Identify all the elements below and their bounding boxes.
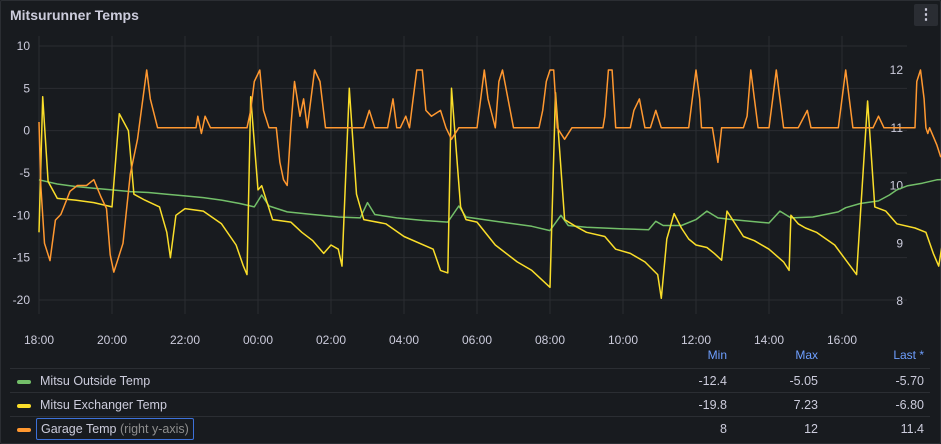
y-left-tick-label: -5 <box>19 166 30 180</box>
vertical-dots-icon: ⋮ <box>918 6 934 23</box>
legend-series-name[interactable]: Garage Temp (right y-axis) <box>36 418 194 440</box>
x-tick-label: 22:00 <box>170 333 200 344</box>
axis-note: (right y-axis) <box>120 422 189 436</box>
legend-header-max[interactable]: Max <box>795 348 818 362</box>
legend-max-value: 12 <box>804 422 818 436</box>
y-right-tick-label: 8 <box>896 294 903 308</box>
legend-max-value: 7.23 <box>793 398 818 412</box>
x-tick-label: 14:00 <box>754 333 784 344</box>
legend-header-last[interactable]: Last * <box>893 348 924 362</box>
x-tick-label: 16:00 <box>827 333 857 344</box>
series-color-swatch[interactable] <box>17 404 31 408</box>
y-left-tick-label: -15 <box>13 251 31 265</box>
y-left-tick-label: -20 <box>13 293 31 307</box>
series-color-swatch[interactable] <box>17 380 31 384</box>
y-left-tick-label: -10 <box>13 208 31 222</box>
panel-title: Mitsurunner Temps <box>10 7 139 23</box>
x-tick-label: 10:00 <box>608 333 638 344</box>
legend-min-value: -19.8 <box>698 398 728 412</box>
legend-last-value: -6.80 <box>895 398 925 412</box>
legend-row[interactable]: Mitsu Exchanger Temp -19.8 7.23 -6.80 <box>10 392 930 417</box>
series-color-swatch[interactable] <box>17 428 31 432</box>
series-line-1 <box>38 87 941 300</box>
legend-header-min[interactable]: Min <box>707 348 727 362</box>
x-tick-label: 02:00 <box>316 333 346 344</box>
y-left-tick-label: 0 <box>23 124 30 138</box>
legend-last-value: 11.4 <box>900 422 924 436</box>
legend-max-value: -5.05 <box>789 374 819 388</box>
legend-series-name[interactable]: Mitsu Outside Temp <box>40 374 151 388</box>
legend-series-name[interactable]: Mitsu Exchanger Temp <box>40 398 167 412</box>
x-tick-label: 04:00 <box>389 333 419 344</box>
y-right-tick-label: 12 <box>890 63 904 77</box>
x-tick-label: 18:00 <box>24 333 54 344</box>
x-tick-label: 00:00 <box>243 333 273 344</box>
x-tick-label: 12:00 <box>681 333 711 344</box>
series-line-2 <box>38 69 941 273</box>
chart-grid <box>38 36 907 314</box>
y-left-tick-label: 10 <box>17 39 31 53</box>
legend-min-value: 8 <box>720 422 727 436</box>
x-tick-label: 20:00 <box>97 333 127 344</box>
series-line-0 <box>38 178 941 232</box>
series-lines <box>38 69 941 300</box>
legend-min-value: -12.4 <box>698 374 728 388</box>
legend-row[interactable]: Garage Temp (right y-axis) 8 12 11.4 <box>10 416 930 441</box>
panel-menu-button[interactable]: ⋮ <box>914 4 938 26</box>
x-axis: 18:00 20:00 22:00 00:00 02:00 04:00 06:00 08:00… <box>24 333 857 344</box>
x-tick-label: 08:00 <box>535 333 565 344</box>
y-right-tick-label: 9 <box>896 236 903 250</box>
x-tick-label: 06:00 <box>462 333 492 344</box>
legend-last-value: -5.70 <box>895 374 925 388</box>
left-y-axis: 10 5 0 -5 -10 -15 -20 <box>13 39 31 307</box>
legend-row[interactable]: Mitsu Outside Temp -12.4 -5.05 -5.70 <box>10 368 930 393</box>
y-left-tick-label: 5 <box>23 81 30 95</box>
